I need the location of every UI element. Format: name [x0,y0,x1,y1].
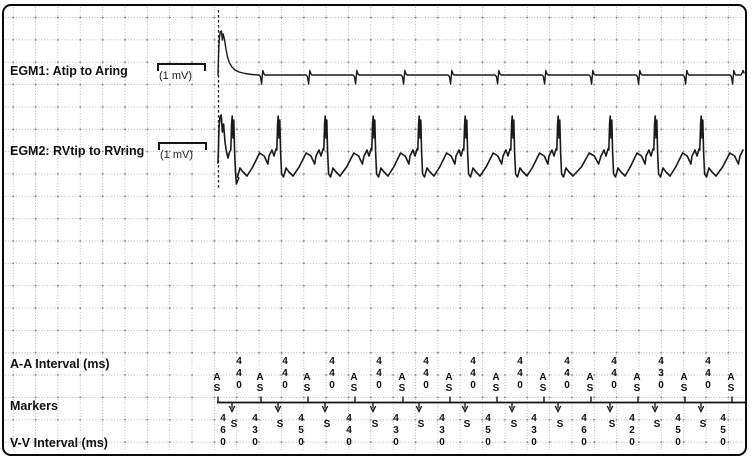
vs-arrow-head [554,405,562,413]
vs-arrow-head [321,405,329,413]
vs-arrow-head [508,405,516,413]
vs-arrow-head [274,405,282,413]
egm1-trace [217,30,745,85]
vs-arrow-head [415,405,423,413]
vs-arrow-head [369,405,377,413]
vs-arrow-head [228,405,236,413]
vs-arrow-head [606,405,614,413]
vs-arrow-head [651,405,659,413]
vs-arrow-head [461,405,469,413]
printout-border [2,4,747,456]
egm2-trace [217,114,744,185]
vs-arrow-head [697,405,705,413]
